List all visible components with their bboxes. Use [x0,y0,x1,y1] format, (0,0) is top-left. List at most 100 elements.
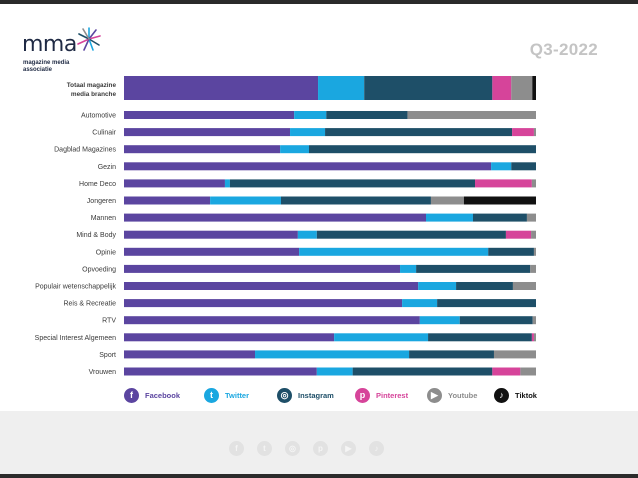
category-label-2: Culinair [92,130,116,137]
bar-segment-facebook-1 [124,111,295,119]
legend-label: Youtube [448,390,478,400]
category-label-15: Sport [99,352,116,359]
bar-segment-facebook-15 [124,350,256,359]
bar-segment-facebook-7 [124,213,426,222]
legend-item-facebook[interactable]: f Facebook [124,386,180,404]
bar-segment-facebook-12 [124,299,403,308]
bar-segment-tiktok-0 [532,76,536,100]
bar-segment-youtube-13 [532,316,536,325]
bar-segment-twitter-7 [426,213,473,222]
bar-segment-facebook-6 [124,196,211,205]
category-label-14: Special Interest Algemeen [35,335,116,342]
legend-label: Instagram [298,390,334,400]
twitter-icon: t [204,387,219,403]
bar-segment-instagram-12 [437,299,536,308]
bar-segment-facebook-11 [124,282,419,290]
bar-segment-youtube-1 [407,111,536,119]
bar-segment-youtube-11 [512,282,536,290]
legend-item-youtube[interactable]: ▶ Youtube [427,386,477,404]
bar-segment-youtube-0 [511,76,533,100]
bar-segment-facebook-13 [124,316,420,325]
bar-segment-twitter-9 [299,247,489,256]
legend-label: Tiktok [515,390,537,400]
bar-segment-twitter-4 [491,162,512,171]
bar-segment-youtube-10 [530,264,536,273]
bar-segment-instagram-5 [229,179,476,188]
bar-segment-youtube-7 [526,213,536,222]
category-label-1: Automotive [81,113,116,120]
instagram-icon[interactable]: ◎ [285,441,300,456]
legend-item-pinterest[interactable]: p Pinterest [355,386,408,404]
bar-segment-facebook-4 [124,162,492,171]
legend-label: Pinterest [376,390,409,400]
bar-segment-youtube-9 [533,247,536,256]
bar-segment-pinterest-16 [492,367,521,376]
mma-logo[interactable]: mma magazine media associatie [22,26,112,76]
bar-segment-youtube-14 [533,333,536,342]
logo-subtitle: magazine media associatie [23,60,70,73]
twitter-icon[interactable]: t [257,441,272,456]
bar-segment-pinterest-2 [512,128,534,137]
category-label-11: Populair wetenschappelijk [35,284,116,291]
bar-segment-pinterest-8 [505,230,532,239]
chart-card: mma magazine media associatie Q3-2022 [0,4,638,411]
legend-item-instagram[interactable]: ◎ Instagram [277,386,334,404]
bar-segment-instagram-0 [364,76,493,100]
bar-segment-twitter-14 [334,333,429,342]
category-label-8: Mind & Body [76,232,116,239]
bar-segment-youtube-16 [520,367,536,376]
bar-segment-twitter-8 [297,230,317,239]
bar-segment-facebook-0 [124,76,319,100]
bar-segment-youtube-8 [531,230,536,239]
bar-segment-pinterest-14 [531,333,534,342]
period-label: Q3-2022 [529,40,598,59]
bar-segment-twitter-13 [419,316,460,325]
bar-segment-facebook-5 [124,179,225,188]
instagram-icon: ◎ [277,387,292,403]
bar-segment-pinterest-0 [492,76,512,100]
bar-segment-facebook-14 [124,333,335,342]
bar-segment-twitter-1 [294,111,327,119]
tiktok-icon[interactable]: ♪ [369,441,384,456]
tiktok-icon: ♪ [494,387,509,403]
facebook-icon[interactable]: f [229,441,244,456]
bar-segment-facebook-10 [124,264,401,273]
bar-segment-facebook-8 [124,230,298,239]
bar-segment-instagram-4 [511,162,536,171]
bar-segment-tiktok-6 [463,196,536,205]
legend-label: Twitter [225,390,250,400]
logo-wordmark: mma [22,32,77,57]
bar-segment-facebook-16 [124,367,317,376]
bar-segment-twitter-15 [255,350,410,359]
bar-segment-pinterest-5 [475,179,532,188]
logo-burst-icon [77,27,101,51]
bar-segment-instagram-9 [488,247,534,256]
category-label-9: Opinie [96,249,116,256]
bar-segment-twitter-12 [402,299,438,308]
facebook-icon: f [124,387,139,403]
bar-segment-twitter-6 [210,196,281,205]
youtube-icon[interactable]: ▶ [341,441,356,456]
legend-item-twitter[interactable]: t Twitter [204,386,249,404]
bar-segment-instagram-2 [325,128,513,137]
bar-segment-youtube-2 [533,128,536,137]
category-label-10: Opvoeding [82,266,116,273]
bar-segment-instagram-3 [308,145,536,154]
bar-segment-instagram-16 [352,367,493,376]
bottom-bar [0,474,638,478]
category-label-12: Reis & Recreatie [63,301,116,308]
bar-segment-twitter-0 [318,76,365,100]
bar-segment-twitter-10 [400,264,417,273]
pinterest-icon: p [355,387,370,403]
bar-segment-twitter-2 [290,128,326,137]
bar-segment-instagram-11 [456,282,513,290]
bar-segment-instagram-10 [416,264,531,273]
bar-segment-youtube-6 [430,196,464,205]
pinterest-icon[interactable]: p [313,441,328,456]
bar-segment-twitter-16 [316,367,353,376]
bar-segment-instagram-8 [316,230,506,239]
category-label-5: Home Deco [79,181,116,188]
bar-segment-facebook-9 [124,247,300,256]
bar-segment-youtube-5 [531,179,536,188]
legend-item-tiktok[interactable]: ♪ Tiktok [494,386,537,404]
